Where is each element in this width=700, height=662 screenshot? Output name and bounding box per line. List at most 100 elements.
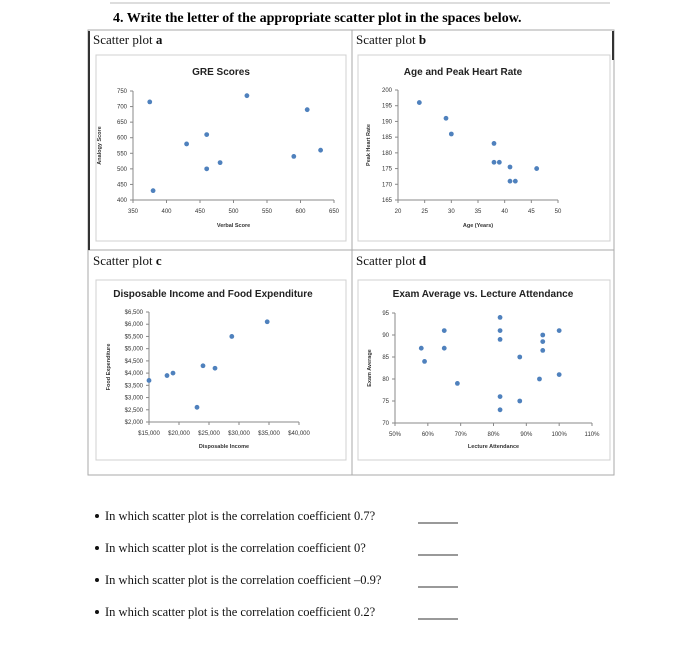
x-tick-label: 650 [329,209,340,215]
y-tick-label: 550 [117,151,128,157]
question: In which scatter plot is the correlation… [105,541,366,555]
y-axis-label: Analogy Score [97,126,103,165]
point [170,370,176,376]
point [540,332,546,338]
point [537,376,542,382]
y-tick-label: $6,500 [125,310,144,316]
panel-label: Scatter plot d [356,253,427,268]
point [184,141,190,147]
y-tick-label: 650 [117,120,128,126]
chart-title: Age and Peak Heart Rate [404,67,523,78]
point [422,359,427,364]
y-tick-label: $3,000 [125,396,144,402]
panel-label: Scatter plot b [356,32,426,47]
y-tick-label: 95 [382,311,389,317]
x-tick-label: 110% [585,432,601,438]
point [507,178,513,184]
chart-area [357,54,611,242]
x-tick-label: 90% [520,432,533,438]
x-tick-label: 400 [161,209,172,215]
point [441,345,447,351]
point [418,345,424,351]
x-tick-label: 45 [528,209,535,215]
x-tick-label: 40 [501,209,508,215]
x-tick-label: $30,000 [228,431,250,437]
chart-area [357,279,611,461]
x-axis-label: Age (Years) [463,223,493,229]
point [496,159,502,165]
x-tick-label: 350 [128,209,139,215]
y-tick-label: 70 [382,421,389,427]
y-tick-label: 80 [382,377,389,383]
panel-label-letter: b [419,32,426,47]
x-axis-label: Disposable Income [199,444,249,450]
point [497,337,503,342]
x-tick-label: 500 [228,209,239,215]
y-tick-label: 600 [117,136,128,142]
panel-label-letter: c [156,253,162,268]
y-tick-label: $5,500 [125,334,144,340]
point [416,100,422,105]
y-tick-label: 180 [382,151,393,157]
point [448,131,454,137]
panel-label-letter: d [419,253,427,268]
y-tick-label: 750 [117,89,128,95]
panel-label: Scatter plot c [93,253,162,268]
x-tick-label: 450 [195,209,206,215]
y-tick-label: 90 [382,333,389,339]
point [497,328,503,333]
chart-area [95,54,347,242]
point [204,132,210,138]
x-tick-label: $40,000 [288,431,310,437]
x-tick-label: 550 [262,209,273,215]
point [491,159,497,165]
point [517,354,523,360]
x-axis-label: Verbal Score [217,223,250,229]
chart-title: GRE Scores [192,67,250,78]
question: In which scatter plot is the correlation… [105,573,382,587]
bullet [95,578,99,582]
y-tick-label: 75 [382,399,389,405]
point [244,93,250,99]
question: In which scatter plot is the correlation… [105,509,376,523]
y-tick-label: 700 [117,105,128,111]
question: In which scatter plot is the correlation… [105,605,376,619]
point [441,328,447,333]
x-tick-label: 50 [555,209,562,215]
point [146,378,152,383]
x-tick-label: 60% [422,432,435,438]
point [443,115,449,121]
panel-label-prefix: Scatter plot [93,32,153,47]
panel-label-prefix: Scatter plot [356,32,416,47]
header-title: 4. Write the letter of the appropriate s… [113,11,522,26]
y-axis-label: Food Expenditure [106,344,112,391]
x-tick-label: $35,000 [258,431,280,437]
point [229,334,235,339]
point [264,319,270,325]
point [318,147,323,153]
x-tick-label: 30 [448,209,455,215]
x-tick-label: $15,000 [138,431,160,437]
x-axis-label: Lecture Attendance [468,444,519,450]
y-axis-label: Exam Average [367,349,373,387]
point [147,99,153,105]
point [507,164,513,170]
point [454,381,460,386]
y-tick-label: $4,000 [125,371,144,377]
point [517,398,523,404]
y-tick-label: 500 [117,167,128,173]
y-tick-label: $2,000 [125,420,144,426]
y-tick-label: 170 [382,182,393,188]
point [540,339,546,344]
y-tick-label: 450 [117,182,128,188]
point [534,166,540,171]
y-tick-label: $5,000 [125,347,144,353]
point [556,372,562,377]
x-tick-label: $25,000 [198,431,220,437]
y-tick-label: 195 [382,104,393,110]
y-axis-label: Peak Heart Rate [366,124,372,166]
x-tick-label: 100% [551,432,567,438]
panel-label-prefix: Scatter plot [93,253,153,268]
point [491,141,497,146]
y-tick-label: 190 [382,119,393,125]
